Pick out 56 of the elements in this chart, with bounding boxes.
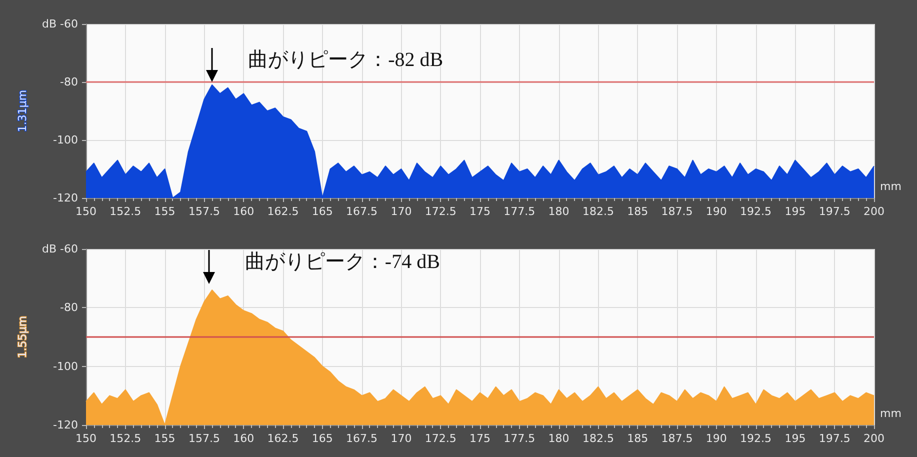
y-tick-label: -100 bbox=[53, 134, 78, 146]
x-tick-label: 167.5 bbox=[346, 205, 378, 218]
annotation: 曲がりピーク：-74 dB bbox=[244, 250, 440, 275]
x-tick-label: 170 bbox=[390, 205, 412, 218]
x-tick-label: 155 bbox=[154, 205, 176, 218]
x-tick-label: 177.5 bbox=[504, 432, 536, 444]
x-tick-label: 165 bbox=[312, 205, 333, 218]
x-tick-label: 162.5 bbox=[267, 205, 299, 218]
x-tick-label: 192.5 bbox=[740, 432, 772, 444]
x-tick-label: 200 bbox=[864, 432, 884, 444]
x-tick-label: 190 bbox=[706, 432, 727, 444]
x-tick-label: 152.5 bbox=[110, 432, 142, 444]
x-tick-label: 182.5 bbox=[582, 432, 614, 444]
x-tick-label: 192.5 bbox=[740, 205, 772, 218]
x-tick-label: 177.5 bbox=[504, 205, 536, 218]
x-tick-label: 175 bbox=[470, 205, 490, 218]
y-tick-label: -120 bbox=[53, 192, 78, 204]
x-tick-label: 197.5 bbox=[818, 432, 850, 444]
x-tick-label: 190 bbox=[706, 205, 727, 218]
y-tick-label: dB -60 bbox=[42, 18, 78, 30]
x-tick-label: 187.5 bbox=[661, 432, 693, 444]
x-tick-label: 165 bbox=[312, 432, 333, 444]
x-tick-label: 162.5 bbox=[267, 432, 299, 444]
x-tick-label: 150 bbox=[76, 432, 96, 444]
x-tick-label: 175 bbox=[470, 432, 490, 444]
x-tick-label: 182.5 bbox=[582, 205, 614, 218]
x-tick-label: 180 bbox=[548, 205, 570, 218]
y-tick-label: dB -60 bbox=[42, 242, 78, 255]
x-tick-label: 195 bbox=[784, 432, 806, 444]
x-tick-label: 200 bbox=[864, 205, 884, 218]
x-tick-label: 195 bbox=[784, 205, 806, 218]
x-tick-label: 157.5 bbox=[188, 432, 220, 444]
y-axis-title: 1.55μm bbox=[16, 315, 29, 358]
y-tick-label: -80 bbox=[60, 300, 78, 314]
annotation: 曲がりピーク：-82 dB bbox=[248, 48, 444, 73]
x-tick-label: 187.5 bbox=[661, 205, 693, 218]
y-tick-label: -80 bbox=[60, 76, 78, 88]
y-tick-label: -100 bbox=[53, 359, 78, 372]
y-tick-label: -120 bbox=[53, 418, 78, 431]
x-tick-label: 157.5 bbox=[188, 205, 220, 218]
y-axis-title: 1.31μm bbox=[16, 90, 29, 132]
x-tick-label: 167.5 bbox=[346, 432, 378, 444]
x-tick-label: 172.5 bbox=[424, 432, 456, 444]
x-axis-title: mm bbox=[880, 406, 902, 420]
x-tick-label: 152.5 bbox=[110, 205, 142, 218]
x-tick-label: 150 bbox=[76, 205, 96, 218]
x-tick-label: 170 bbox=[390, 432, 412, 444]
x-tick-label: 185 bbox=[627, 205, 648, 218]
x-tick-label: 180 bbox=[548, 432, 570, 444]
x-axis-title: mm bbox=[880, 180, 902, 193]
x-tick-label: 160 bbox=[233, 432, 254, 444]
x-tick-label: 197.5 bbox=[818, 205, 850, 218]
x-tick-label: 155 bbox=[154, 432, 176, 444]
x-tick-label: 160 bbox=[233, 205, 254, 218]
x-tick-label: 172.5 bbox=[424, 205, 456, 218]
x-tick-label: 185 bbox=[627, 432, 648, 444]
